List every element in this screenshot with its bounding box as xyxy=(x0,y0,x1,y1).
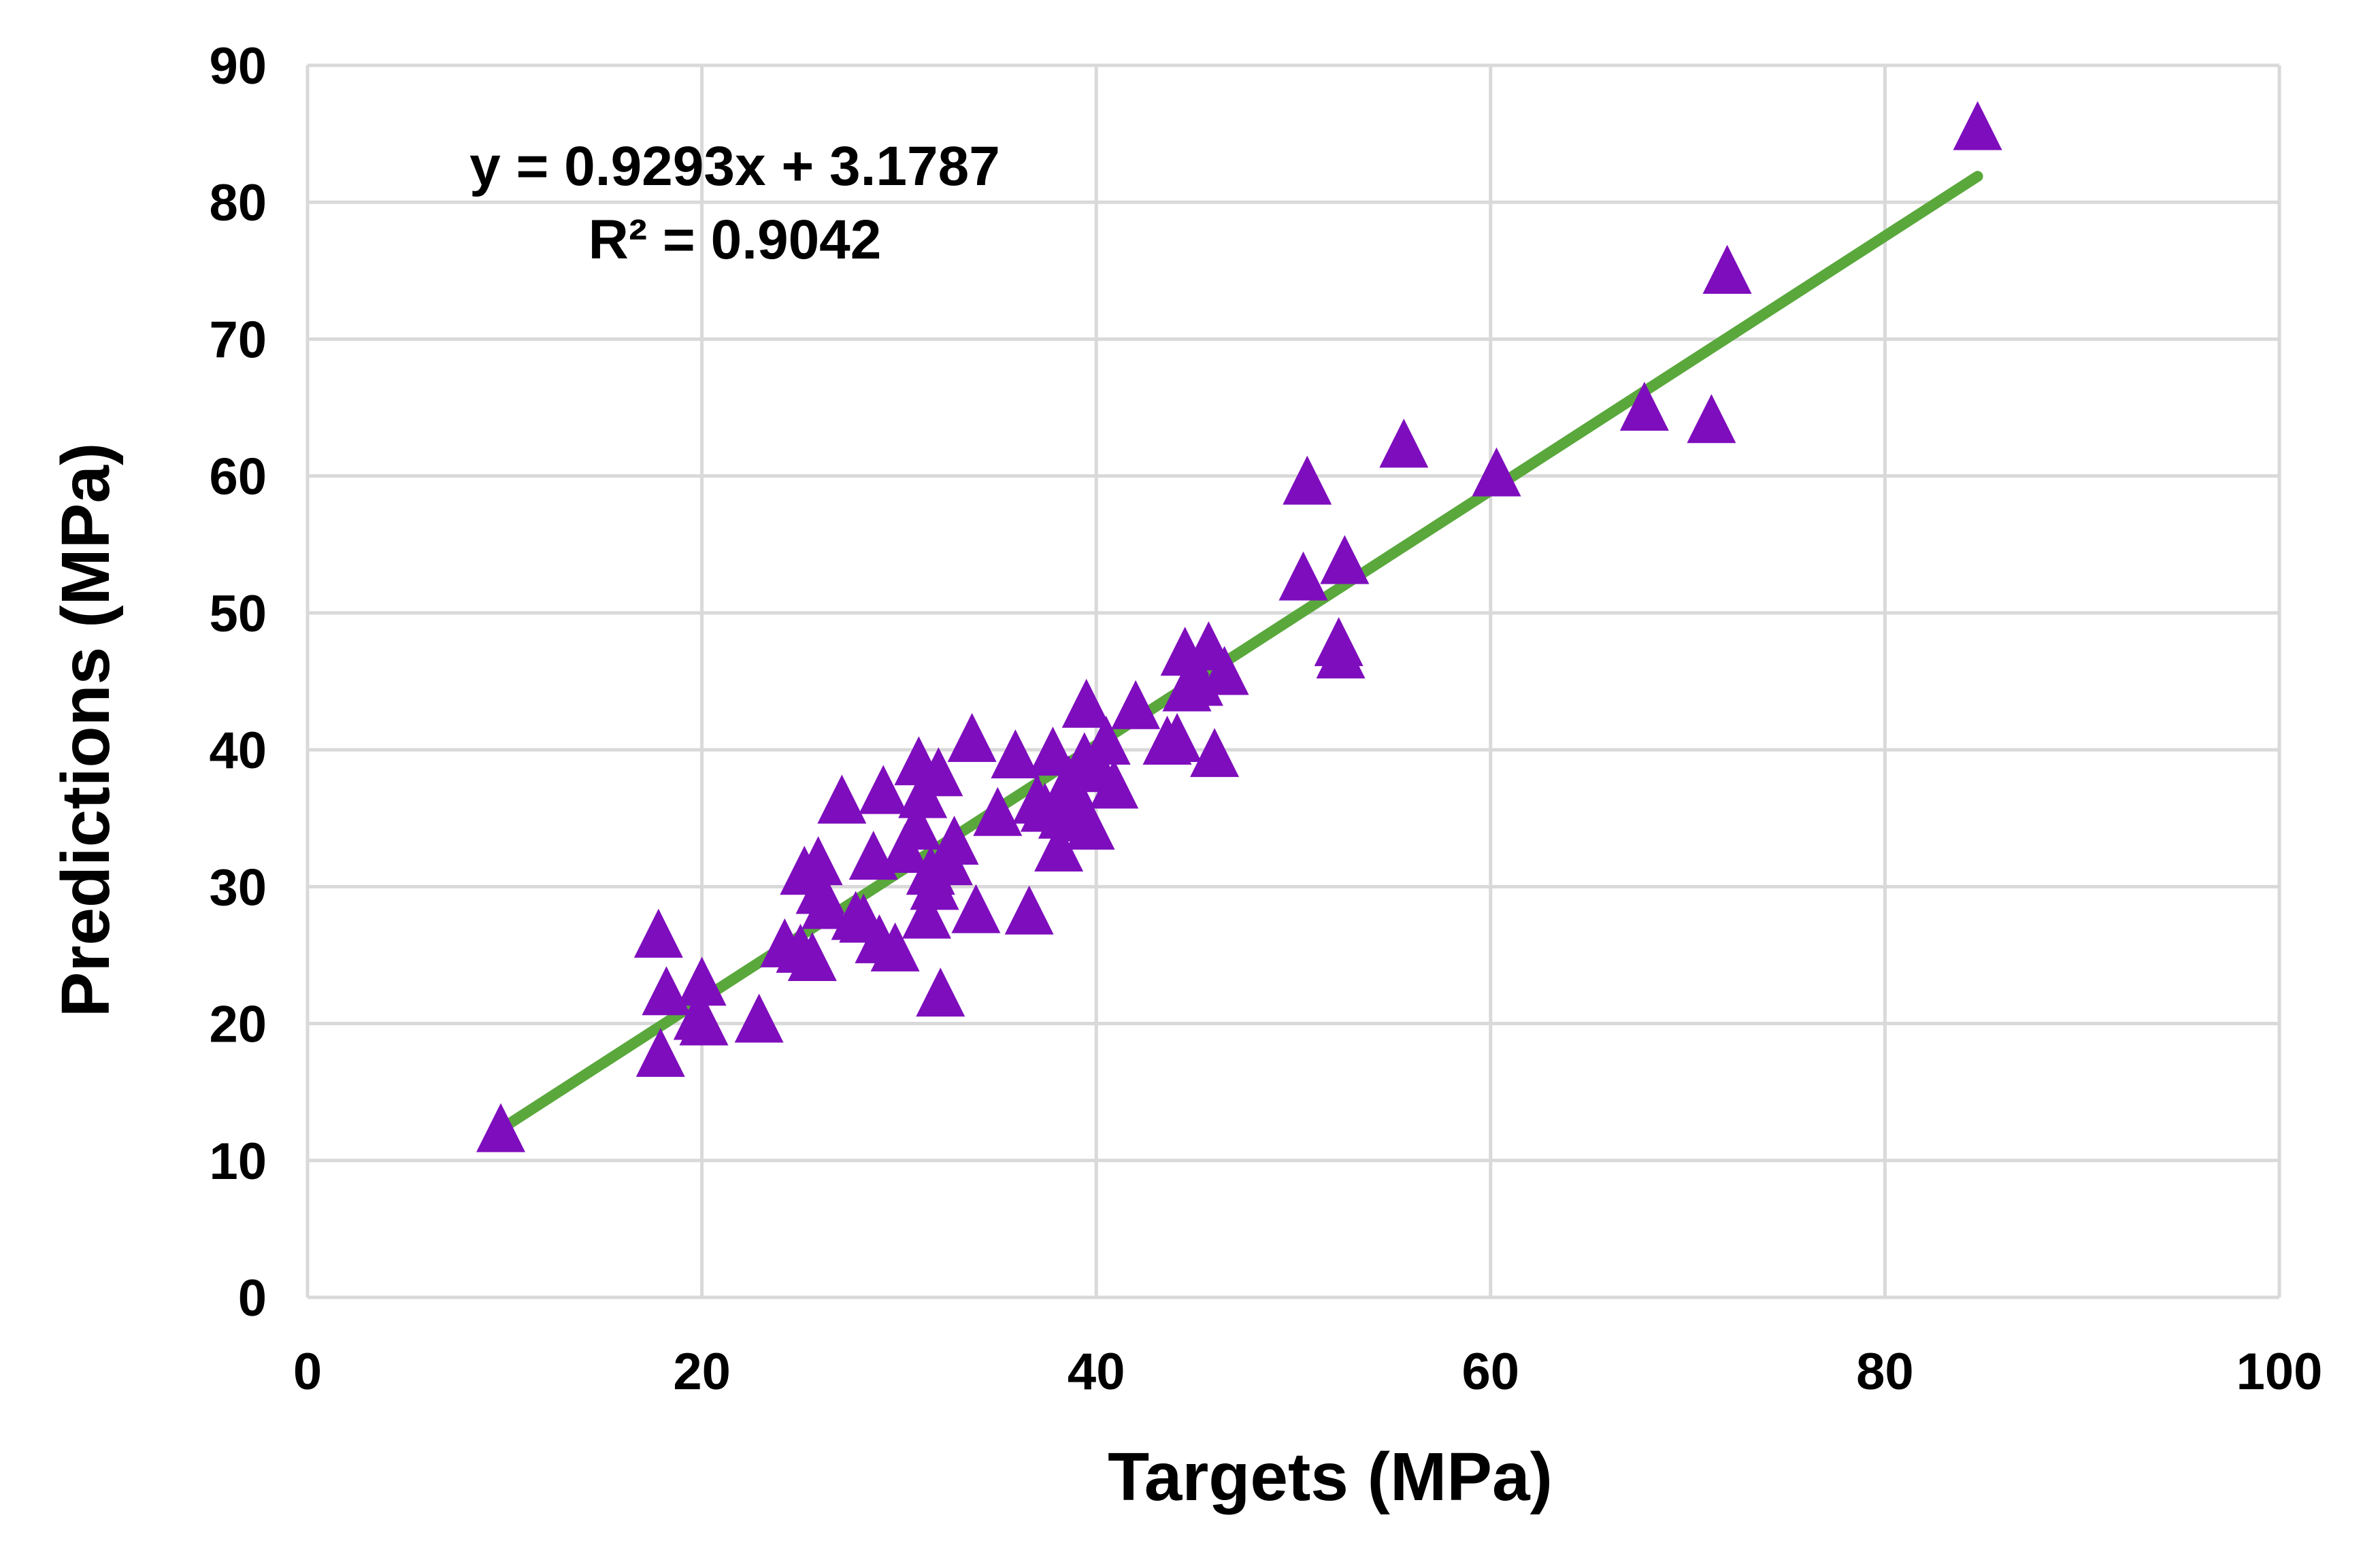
data-point-triangle xyxy=(973,786,1023,836)
data-point-triangle xyxy=(870,922,920,971)
y-tick-label: 90 xyxy=(209,37,267,95)
data-point-triangle xyxy=(910,861,959,910)
y-tick-label: 0 xyxy=(238,1269,267,1327)
data-point-layer xyxy=(476,101,2002,1152)
data-point-triangle xyxy=(1111,680,1161,729)
data-point-triangle xyxy=(1687,394,1736,444)
y-tick-label: 50 xyxy=(209,585,267,643)
data-point-triangle xyxy=(947,713,997,763)
data-point-triangle xyxy=(1472,447,1521,497)
data-point-triangle xyxy=(801,880,851,929)
data-point-triangle xyxy=(1089,759,1139,809)
y-tick-label: 60 xyxy=(209,448,267,506)
data-point-triangle xyxy=(1004,885,1054,935)
data-point-triangle xyxy=(633,908,683,958)
data-point-triangle xyxy=(1283,455,1332,505)
data-point-triangle xyxy=(793,836,843,886)
data-point-triangle xyxy=(991,729,1040,779)
data-point-triangle xyxy=(642,966,691,1016)
data-point-triangle xyxy=(916,967,965,1017)
data-point-triangle xyxy=(1953,101,2002,150)
y-tick-label: 10 xyxy=(209,1133,267,1191)
x-tick-label: 20 xyxy=(673,1343,731,1401)
data-point-triangle xyxy=(1061,678,1111,728)
data-point-triangle xyxy=(1278,551,1328,601)
data-point-triangle xyxy=(929,815,979,865)
data-point-triangle xyxy=(679,996,729,1046)
data-point-triangle xyxy=(1619,382,1669,431)
data-point-triangle xyxy=(859,765,908,814)
y-tick-label: 70 xyxy=(209,311,267,369)
x-tick-label: 100 xyxy=(2236,1343,2323,1401)
y-tick-label: 80 xyxy=(209,174,267,232)
data-point-triangle xyxy=(1320,535,1370,584)
x-tick-label: 40 xyxy=(1068,1343,1125,1401)
data-point-triangle xyxy=(1153,713,1202,763)
trendline xyxy=(495,171,1983,1135)
data-point-triangle xyxy=(1379,418,1429,468)
data-point-triangle xyxy=(734,993,784,1043)
trendline-r-squared: R² = 0.9042 xyxy=(589,209,882,271)
trendline-equation: y = 0.9293x + 3.1787 xyxy=(469,135,1000,197)
data-point-triangle xyxy=(1200,646,1249,695)
y-tick-label: 30 xyxy=(209,859,267,916)
data-point-triangle xyxy=(1316,629,1366,679)
data-point-triangle xyxy=(1065,800,1115,850)
data-point-triangle xyxy=(787,931,837,981)
data-point-triangle xyxy=(635,1027,685,1077)
data-point-triangle xyxy=(476,1103,526,1152)
x-tick-label: 80 xyxy=(1856,1343,1914,1401)
data-point-triangle xyxy=(902,889,951,939)
data-point-triangle xyxy=(892,800,942,850)
data-point-triangle xyxy=(951,884,1001,933)
data-point-triangle xyxy=(1081,716,1131,765)
x-axis-title: Targets (MPa) xyxy=(1108,1439,1553,1515)
y-axis-title: Predictions (MPa) xyxy=(48,443,124,1018)
data-point-triangle xyxy=(677,957,727,1006)
x-tick-label: 0 xyxy=(293,1343,322,1401)
trendline-layer xyxy=(495,171,1983,1135)
y-tick-label: 40 xyxy=(209,722,267,780)
y-tick-label: 20 xyxy=(209,996,267,1054)
x-tick-label: 60 xyxy=(1462,1343,1520,1401)
tick-label-layer: 0 10 20 30 40 50 60 70 80 90 0 20 40 60 80 100 xyxy=(209,37,2322,1401)
data-point-triangle xyxy=(817,774,867,824)
data-point-triangle xyxy=(1702,244,1752,294)
data-point-triangle xyxy=(1190,728,1240,778)
data-point-triangle xyxy=(914,747,963,797)
data-point-triangle xyxy=(1034,823,1084,872)
